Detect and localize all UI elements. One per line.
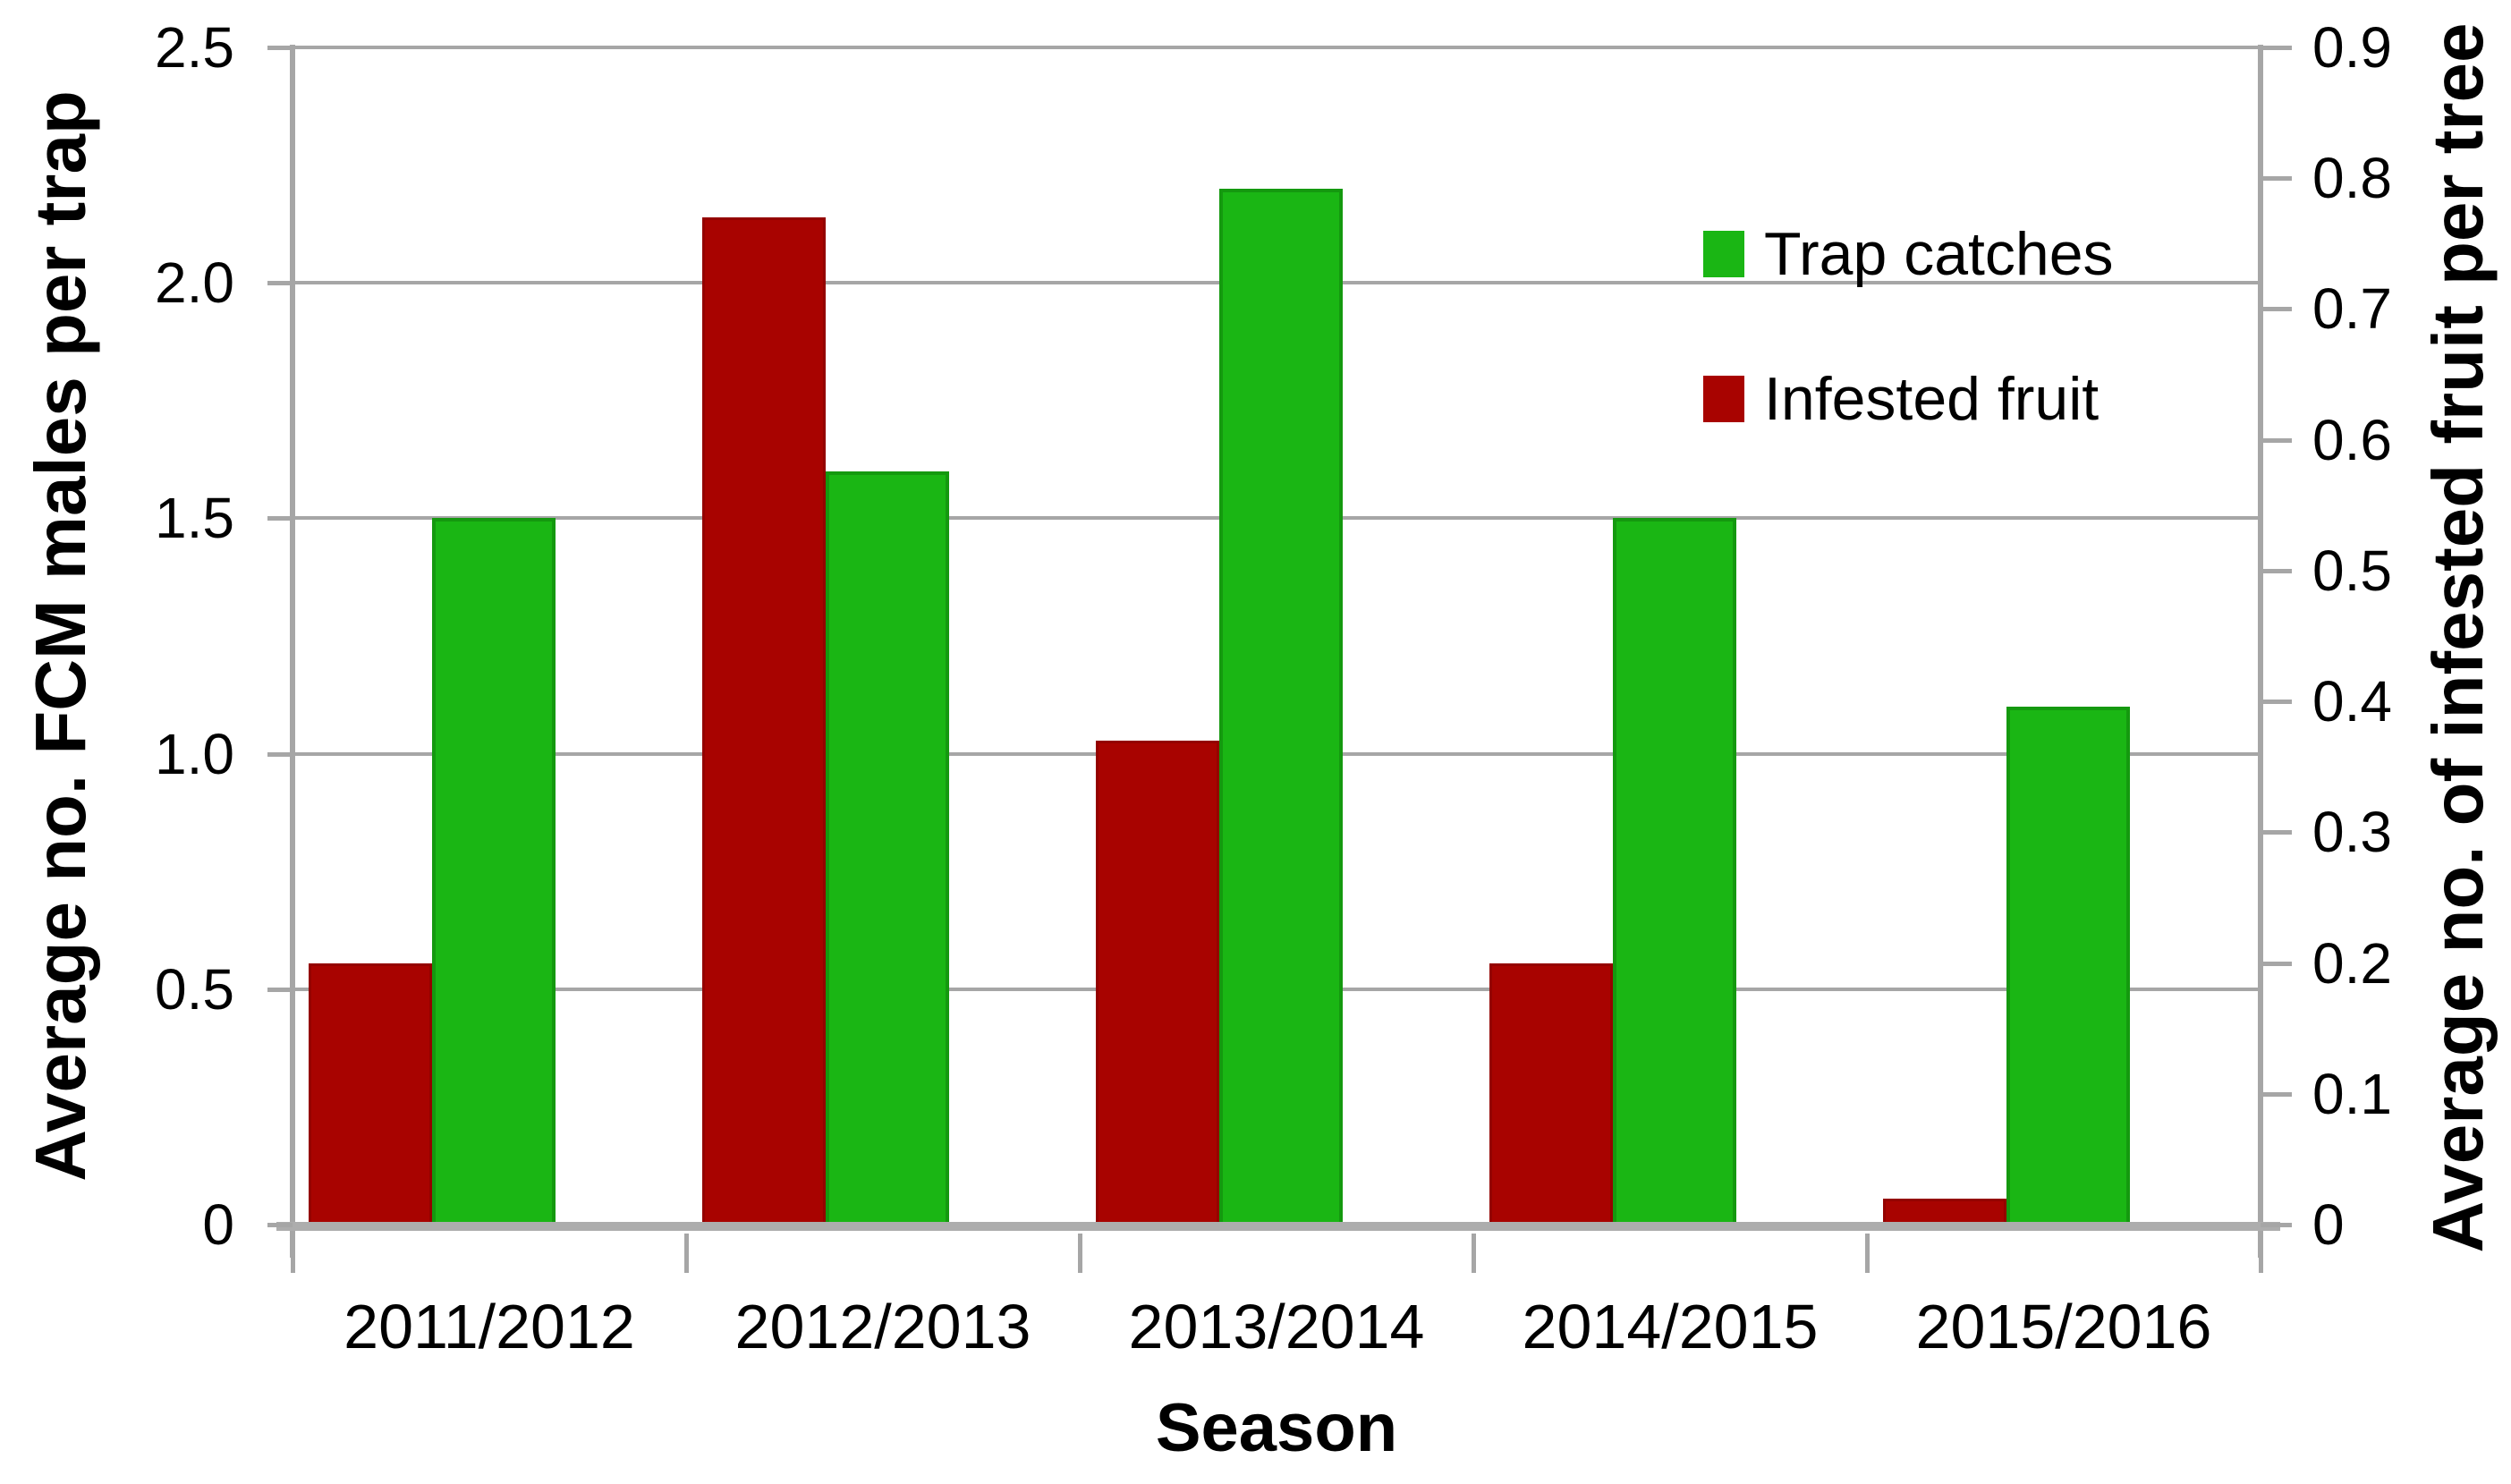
x-axis-tick xyxy=(1078,1234,1082,1273)
bar-trap-catches-2013-2014 xyxy=(1219,188,1343,1225)
x-axis-category-label: 2014/2015 xyxy=(1522,1292,1819,1361)
right-axis-tick-label: 0.9 xyxy=(2312,15,2392,80)
x-axis-category-label: 2012/2013 xyxy=(734,1292,1031,1361)
bar-trap-catches-2014-2015 xyxy=(1613,518,1736,1225)
right-axis-tick xyxy=(2261,46,2292,50)
right-axis-tick xyxy=(2261,176,2292,182)
right-axis-tick xyxy=(2261,961,2292,966)
left-axis-tick-label: 2.0 xyxy=(155,250,234,316)
bar-trap-catches-2015-2016 xyxy=(2006,706,2130,1225)
x-axis-category-label: 2011/2012 xyxy=(344,1292,635,1361)
right-axis-tick-label: 0.7 xyxy=(2312,276,2392,342)
left-axis-tick-label: 1.5 xyxy=(155,486,234,551)
x-axis-category-label: 2013/2014 xyxy=(1128,1292,1425,1361)
left-axis-tick xyxy=(267,46,293,50)
left-axis-tick xyxy=(267,516,293,522)
right-axis-tick xyxy=(2261,700,2292,705)
legend-entry-trap-catches: Trap catches xyxy=(1703,224,2114,284)
gridline xyxy=(293,46,2261,49)
right-axis-tick xyxy=(2261,830,2292,835)
bar-infested-fruit-2011-2012 xyxy=(309,962,432,1225)
bar-trap-catches-2011-2012 xyxy=(432,518,556,1225)
x-axis-tick xyxy=(1865,1234,1870,1273)
right-axis-tick-label: 0.2 xyxy=(2312,930,2392,996)
left-axis-tick-label: 2.5 xyxy=(155,15,234,80)
legend-entry-infested-fruit: Infested fruit xyxy=(1703,369,2099,429)
infested-fruit-swatch-icon xyxy=(1703,376,1744,422)
right-axis-tick xyxy=(2261,1091,2292,1097)
left-axis-tick-label: 0 xyxy=(202,1192,234,1257)
left-axis-line xyxy=(290,45,295,1258)
right-axis-tick xyxy=(2261,307,2292,312)
trap-catches-swatch-icon xyxy=(1703,231,1744,277)
left-axis-tick-label: 0.5 xyxy=(155,956,234,1022)
right-axis-tick-label: 0.8 xyxy=(2312,146,2392,211)
left-axis-tick-label: 1.0 xyxy=(155,721,234,786)
x-axis-title: Season xyxy=(1155,1390,1398,1466)
right-axis-tick-label: 0 xyxy=(2312,1192,2345,1257)
x-axis-tick xyxy=(1472,1234,1476,1273)
right-axis-tick xyxy=(2261,437,2292,443)
bar-trap-catches-2012-2013 xyxy=(826,471,949,1225)
left-axis-tick xyxy=(267,1223,293,1227)
bar-infested-fruit-2015-2016 xyxy=(1883,1198,2006,1225)
x-axis-tick xyxy=(2259,1234,2263,1273)
right-axis-tick xyxy=(2261,1223,2292,1227)
right-axis-tick-label: 0.6 xyxy=(2312,407,2392,472)
left-axis-tick xyxy=(267,281,293,286)
x-axis-tick xyxy=(291,1234,295,1273)
right-axis-tick-label: 0.5 xyxy=(2312,538,2392,603)
bar-infested-fruit-2014-2015 xyxy=(1489,962,1613,1225)
right-axis-tick-label: 0.3 xyxy=(2312,800,2392,865)
right-axis-line xyxy=(2258,45,2263,1258)
plot-area xyxy=(293,46,2261,1225)
left-axis-tick xyxy=(267,751,293,757)
legend-label-infested-fruit: Infested fruit xyxy=(1764,365,2100,433)
bar-infested-fruit-2012-2013 xyxy=(702,217,826,1225)
x-axis-line xyxy=(276,1222,2280,1231)
right-axis-tick-label: 0.4 xyxy=(2312,669,2392,734)
x-axis-category-label: 2015/2016 xyxy=(1915,1292,2212,1361)
left-axis-tick xyxy=(267,987,293,992)
legend-label-trap-catches: Trap catches xyxy=(1764,220,2114,288)
right-axis-tick xyxy=(2261,568,2292,573)
bar-infested-fruit-2013-2014 xyxy=(1096,740,1219,1225)
right-axis-tick-label: 0.1 xyxy=(2312,1061,2392,1126)
x-axis-tick xyxy=(684,1234,689,1273)
